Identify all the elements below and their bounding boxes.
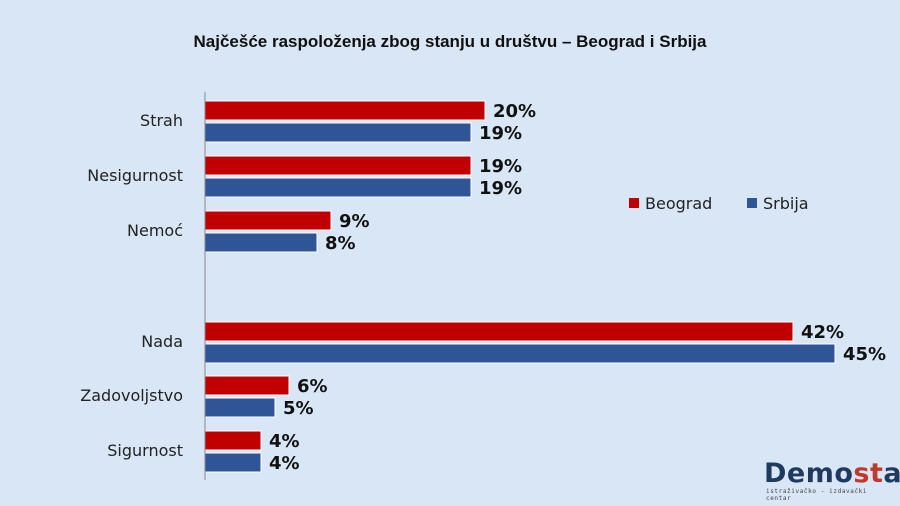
- data-label: 4%: [269, 431, 300, 452]
- category-label: Nesigurnost: [87, 166, 183, 185]
- data-label: 19%: [479, 123, 522, 144]
- bar-srbija: [204, 177, 472, 198]
- bar-srbija: [204, 122, 472, 143]
- bar-beograd: [204, 100, 486, 121]
- legend: Beograd Srbija: [629, 194, 809, 213]
- data-label: 45%: [843, 344, 886, 365]
- logo-name: Demostat: [764, 458, 900, 489]
- bar-srbija: [204, 232, 318, 253]
- data-label: 9%: [339, 211, 370, 232]
- legend-swatch-beograd: [629, 198, 639, 208]
- legend-label-srbija: Srbija: [763, 194, 809, 213]
- bar-beograd: [204, 375, 290, 396]
- bar-srbija: [204, 343, 836, 364]
- bar-srbija: [204, 397, 276, 418]
- bar-beograd: [204, 430, 262, 451]
- data-label: 6%: [297, 376, 328, 397]
- data-label: 42%: [801, 322, 844, 343]
- category-label: Zadovoljstvo: [80, 386, 183, 405]
- category-label: Strah: [140, 111, 183, 130]
- data-label: 19%: [479, 178, 522, 199]
- chart-title: Najčešće raspoloženja zbog stanju u druš…: [193, 32, 707, 51]
- logo-tagline: istraživačko - izdavački centar: [766, 488, 868, 502]
- category-label: Nada: [141, 332, 183, 351]
- data-label: 19%: [479, 156, 522, 177]
- data-label: 20%: [493, 101, 536, 122]
- bar-beograd: [204, 321, 794, 342]
- bar-srbija: [204, 452, 262, 473]
- legend-label-beograd: Beograd: [645, 194, 712, 213]
- data-label: 8%: [325, 233, 356, 254]
- category-label: Nemoć: [127, 221, 183, 240]
- demostat-logo: Demostat istraživačko - izdavački centar: [764, 458, 900, 503]
- bar-beograd: [204, 210, 332, 231]
- labels-layer: Strah 20%19%Nesigurnost 19%19%Nemoć 9%8%Nad…: [80, 101, 886, 474]
- legend-swatch-srbija: [747, 198, 757, 208]
- bar-beograd: [204, 155, 472, 176]
- data-label: 5%: [283, 398, 314, 419]
- data-label: 4%: [269, 453, 300, 474]
- category-label: Sigurnost: [107, 441, 183, 460]
